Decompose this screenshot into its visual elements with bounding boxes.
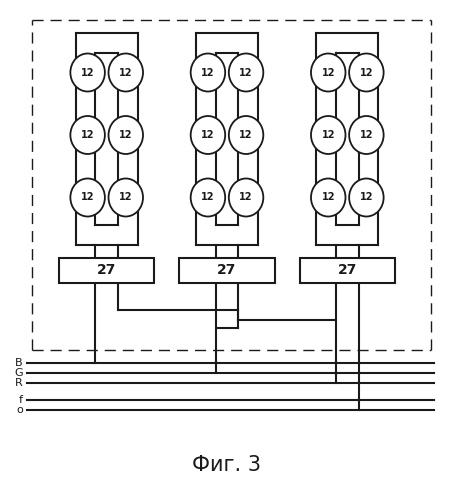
Text: 27: 27 — [97, 263, 116, 277]
Text: R: R — [15, 378, 23, 388]
Text: o: o — [16, 405, 23, 415]
Circle shape — [349, 54, 384, 92]
Bar — [179, 258, 275, 282]
Text: 12: 12 — [81, 192, 94, 202]
Text: 12: 12 — [321, 130, 335, 140]
Text: 12: 12 — [321, 192, 335, 202]
Text: 12: 12 — [119, 192, 133, 202]
Text: 12: 12 — [81, 68, 94, 78]
Text: 12: 12 — [321, 68, 335, 78]
Circle shape — [109, 54, 143, 92]
Circle shape — [191, 116, 225, 154]
Circle shape — [311, 54, 345, 92]
Text: 12: 12 — [360, 192, 373, 202]
Text: 12: 12 — [239, 192, 253, 202]
Text: 12: 12 — [201, 68, 215, 78]
Text: 12: 12 — [360, 68, 373, 78]
Circle shape — [311, 178, 345, 216]
Circle shape — [349, 116, 384, 154]
Circle shape — [229, 178, 263, 216]
Text: 12: 12 — [239, 68, 253, 78]
Text: 12: 12 — [201, 192, 215, 202]
Text: f: f — [19, 395, 23, 405]
Circle shape — [109, 116, 143, 154]
Circle shape — [109, 178, 143, 216]
Circle shape — [70, 116, 105, 154]
Text: B: B — [15, 358, 23, 368]
Text: 12: 12 — [81, 130, 94, 140]
Text: G: G — [14, 368, 23, 378]
Circle shape — [229, 54, 263, 92]
Text: 27: 27 — [338, 263, 357, 277]
Bar — [59, 258, 154, 282]
Circle shape — [349, 178, 384, 216]
Circle shape — [229, 116, 263, 154]
Text: 12: 12 — [119, 130, 133, 140]
Circle shape — [191, 178, 225, 216]
Text: 12: 12 — [201, 130, 215, 140]
Text: 12: 12 — [239, 130, 253, 140]
Circle shape — [311, 116, 345, 154]
Bar — [300, 258, 395, 282]
Text: 12: 12 — [119, 68, 133, 78]
Circle shape — [70, 54, 105, 92]
Text: 27: 27 — [217, 263, 237, 277]
Circle shape — [191, 54, 225, 92]
Text: Фиг. 3: Фиг. 3 — [192, 455, 262, 475]
Text: 12: 12 — [360, 130, 373, 140]
Circle shape — [70, 178, 105, 216]
